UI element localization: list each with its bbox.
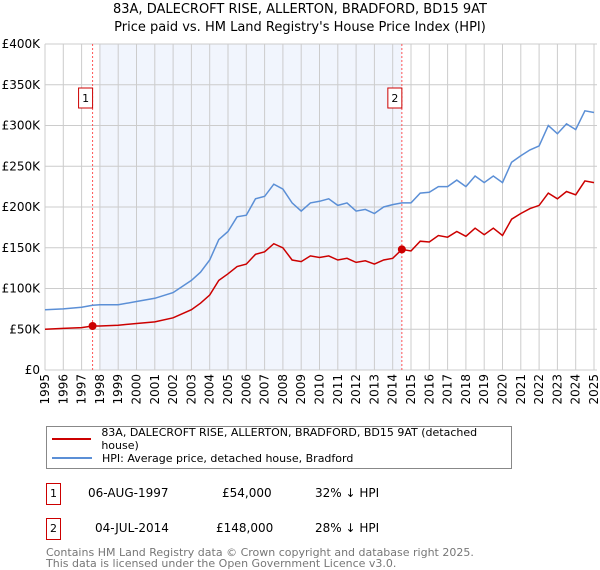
sale-price: £54,000 [222, 486, 272, 500]
y-tick-label: £300K [2, 119, 42, 133]
sale-label-box [387, 87, 403, 109]
x-tick-label: 2008 [276, 374, 290, 405]
y-tick-label: £250K [2, 159, 42, 173]
x-tick-label: 2021 [514, 374, 528, 405]
legend-item-hpi: HPI: Average price, detached house, Brad… [52, 450, 353, 466]
sale-point [88, 321, 97, 330]
x-tick-label: 1999 [111, 374, 125, 405]
sale-label: 2 [391, 92, 398, 105]
x-tick-label: 2019 [477, 374, 491, 405]
legend: 83A, DALECROFT RISE, ALLERTON, BRADFORD,… [46, 426, 512, 469]
x-tick-label: 2015 [404, 374, 418, 405]
sale-label: 1 [82, 92, 89, 105]
chart-title: 83A, DALECROFT RISE, ALLERTON, BRADFORD,… [113, 2, 487, 17]
x-tick-label: 2020 [496, 374, 510, 405]
y-tick-label: £100K [2, 282, 42, 296]
x-tick-label: 2016 [422, 374, 436, 405]
x-tick-label: 2000 [130, 374, 144, 405]
property-price-line [44, 180, 595, 331]
legend-item-property: 83A, DALECROFT RISE, ALLERTON, BRADFORD,… [52, 426, 511, 452]
x-tick-label: 2002 [166, 374, 180, 405]
x-tick-label: 2003 [184, 374, 198, 405]
chart-subtitle: Price paid vs. HM Land Registry's House … [114, 20, 486, 35]
footer: Contains HM Land Registry data © Crown c… [46, 547, 474, 569]
x-tick-label: 2024 [569, 374, 583, 405]
sale-price: £148,000 [216, 521, 274, 535]
x-tick-label: 2005 [221, 374, 235, 405]
y-tick-label: £0 [25, 363, 40, 377]
sale-marker-badge: 2 [46, 518, 61, 540]
sale-hpi-diff: 32% ↓ HPI [315, 486, 380, 500]
x-tick-label: 2010 [313, 374, 327, 405]
y-tick-label: £50K [9, 322, 41, 336]
sale-marker-badge: 1 [46, 483, 61, 505]
price-chart: 1995 1996 1997 1998 1999 2000 2001 2002 2003 2004… [2, 37, 600, 405]
x-tick-label: 2012 [349, 374, 363, 405]
x-tick-label: 2007 [258, 374, 272, 405]
x-tick-label: 2014 [386, 374, 400, 405]
x-tick-label: 2001 [148, 374, 162, 405]
x-tick-label: 1995 [38, 374, 52, 405]
x-tick-label: 2006 [239, 374, 253, 405]
sale-row: 2 04-JUL-2014 £148,000 28% ↓ HPI [46, 518, 466, 540]
sale-row: 1 06-AUG-1997 £54,000 32% ↓ HPI [46, 483, 466, 505]
hpi-line [44, 109, 595, 311]
x-tick-label: 1998 [93, 374, 107, 405]
legend-label-property: 83A, DALECROFT RISE, ALLERTON, BRADFORD,… [101, 426, 478, 452]
x-tick-label: 2018 [459, 374, 473, 405]
legend-label-hpi: HPI: Average price, detached house, Brad… [102, 451, 354, 465]
x-tick-label: 2023 [550, 374, 564, 405]
x-tick-label: 2009 [294, 374, 308, 405]
x-tick-label: 2011 [331, 374, 345, 405]
x-tick-label: 2025 [587, 374, 600, 405]
sale-hpi-diff: 28% ↓ HPI [315, 521, 380, 535]
y-tick-label: £200K [2, 200, 42, 214]
sale-label-box [78, 87, 94, 109]
footer-copyright: Contains HM Land Registry data © Crown c… [46, 546, 474, 559]
blue-line-swatch [52, 457, 92, 459]
y-tick-label: £350K [2, 78, 42, 92]
sale-date: 04-JUL-2014 [95, 521, 169, 535]
x-tick-label: 2017 [441, 374, 455, 405]
sale-point [397, 245, 406, 254]
red-line-swatch [52, 438, 92, 440]
x-tick-label: 1997 [75, 374, 89, 405]
x-tick-label: 2022 [532, 374, 546, 405]
x-tick-label: 2004 [203, 374, 217, 405]
sale-date: 06-AUG-1997 [88, 486, 169, 500]
y-tick-label: £150K [2, 241, 42, 255]
x-tick-label: 2013 [367, 374, 381, 405]
y-tick-label: £400K [2, 37, 42, 51]
x-tick-label: 1996 [56, 374, 70, 405]
